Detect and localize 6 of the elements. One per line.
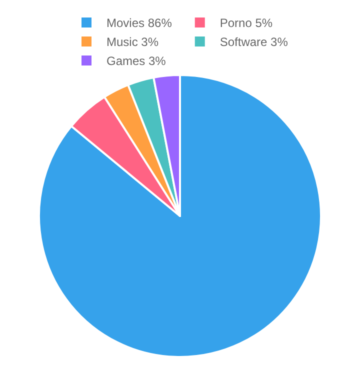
- legend-label: Movies 86%: [106, 16, 172, 30]
- legend-label: Games 3%: [106, 54, 166, 68]
- legend-label: Software 3%: [220, 35, 288, 50]
- legend-label: Porno 5%: [220, 16, 273, 30]
- legend-label: Music 3%: [106, 35, 159, 50]
- pie-slice: [38, 74, 322, 358]
